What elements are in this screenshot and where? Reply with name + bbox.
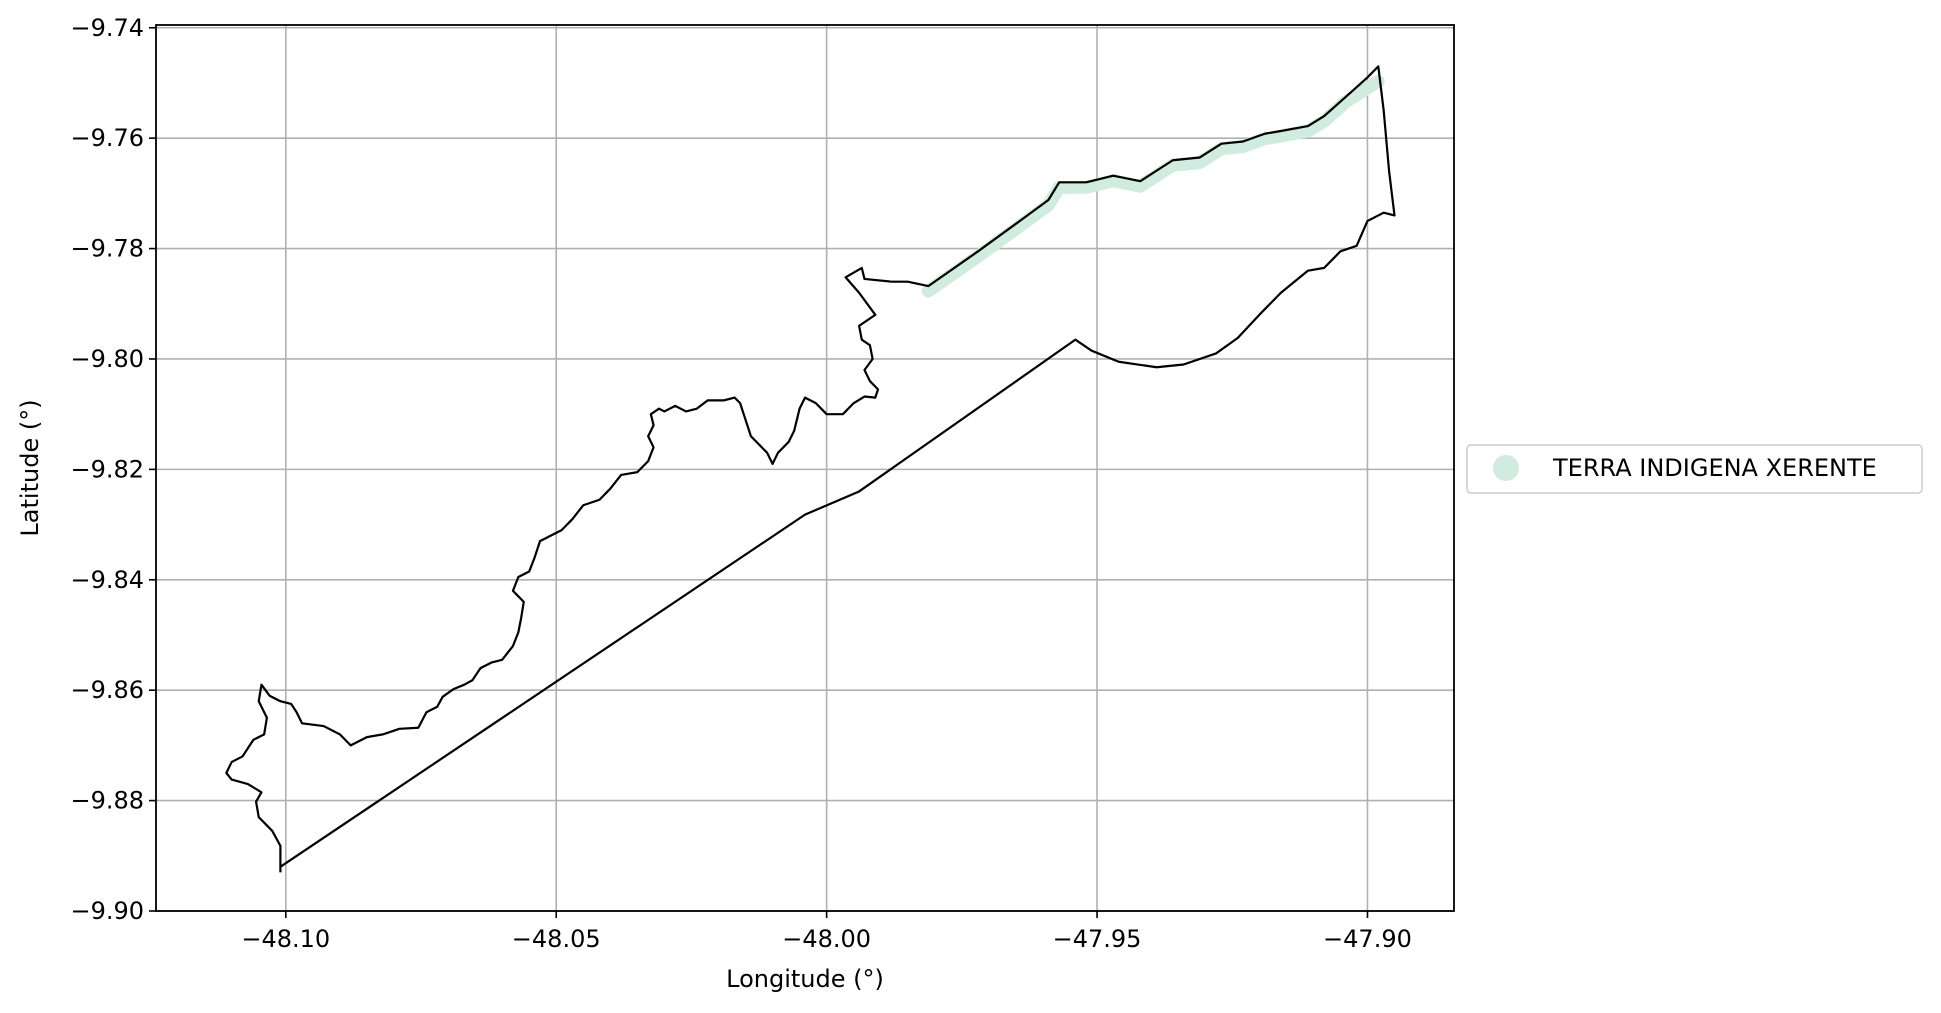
axis-ticks: −48.10 −48.05 −48.00 −47.95 −47.90 −9.74 −9.76… <box>70 14 1411 953</box>
territory-band <box>921 74 1385 298</box>
legend: TERRA INDIGENA XERENTE <box>1466 444 1923 494</box>
x-tick-label: −48.10 <box>241 925 330 953</box>
x-axis-label: Longitude (°) <box>726 965 884 993</box>
y-tick-label: −9.78 <box>70 235 144 263</box>
axes-frame <box>155 24 1455 912</box>
x-tick-label: −47.90 <box>1323 925 1412 953</box>
x-tick-label: −48.05 <box>512 925 601 953</box>
y-tick-label: −9.80 <box>70 345 144 373</box>
legend-box <box>1466 444 1923 494</box>
y-tick-label: −9.84 <box>70 566 144 594</box>
y-axis-label: Latitude (°) <box>16 399 44 536</box>
y-tick-label: −9.90 <box>70 897 144 925</box>
y-tick-label: −9.88 <box>70 787 144 815</box>
x-tick-label: −48.00 <box>782 925 871 953</box>
boundary-outline <box>225 65 1396 873</box>
y-tick-label: −9.76 <box>70 124 144 152</box>
grid <box>156 25 1454 912</box>
map-data <box>225 65 1396 873</box>
y-tick-label: −9.86 <box>70 676 144 704</box>
y-tick-label: −9.74 <box>70 14 144 42</box>
x-tick-label: −47.95 <box>1053 925 1142 953</box>
legend-marker <box>1493 455 1519 481</box>
legend-label: TERRA INDIGENA XERENTE <box>1552 454 1877 482</box>
y-tick-label: −9.82 <box>70 455 144 483</box>
